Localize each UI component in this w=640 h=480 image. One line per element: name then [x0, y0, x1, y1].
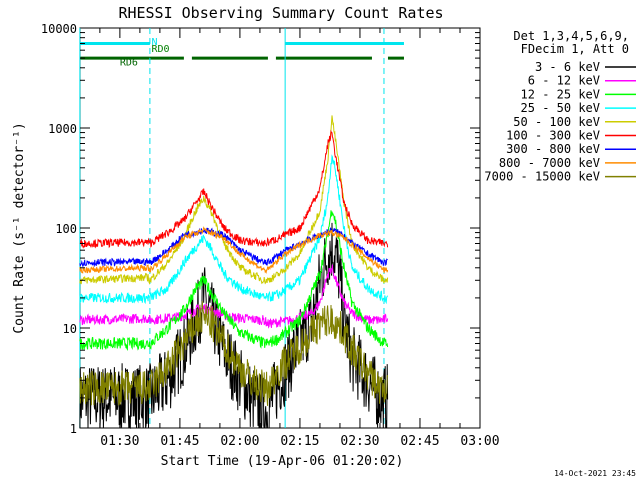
y-tick-label: 1 — [70, 422, 77, 436]
timestamp: 14-Oct-2021 23:45 — [554, 469, 636, 478]
y-axis: 1 10 100 1000 10000 — [41, 22, 480, 436]
y-tick-label: 100 — [55, 222, 77, 236]
legend-label: 800 - 7000 keV — [499, 156, 600, 170]
legend-label: 7000 - 15000 keV — [484, 170, 600, 184]
series-50-100-kev — [79, 115, 389, 285]
vertical-markers — [79, 28, 385, 428]
series-lines — [79, 115, 389, 430]
x-tick-label: 02:00 — [220, 434, 259, 449]
legend-header-line-1: Det 1,3,4,5,6,9, — [513, 29, 629, 43]
y-tick-label: 1000 — [48, 122, 77, 136]
series-100-300-kev — [79, 129, 389, 249]
flag-label: RD0 — [151, 44, 169, 55]
series-6-12-kev — [79, 264, 389, 329]
series-3-6-kev — [79, 222, 389, 430]
legend-label: 50 - 100 keV — [513, 115, 600, 129]
chart-title: RHESSI Observing Summary Count Rates — [118, 4, 443, 22]
legend-label: 25 - 50 keV — [521, 101, 600, 115]
legend-label: 300 - 800 keV — [506, 142, 600, 156]
legend-label: 3 - 6 keV — [535, 60, 600, 74]
y-axis-label: Count Rate (s⁻¹ detector⁻¹) — [12, 122, 27, 333]
x-axis: 01:30 01:45 02:00 02:15 02:30 02:45 03:00 — [99, 28, 500, 449]
flag-label: RD6 — [120, 58, 138, 69]
y-tick-label: 10 — [63, 322, 77, 336]
x-tick-label: 01:45 — [160, 434, 199, 449]
series-800-7000-kev — [79, 226, 389, 274]
legend-label: 6 - 12 keV — [528, 74, 600, 88]
legend: Det 1,3,4,5,6,9, FDecim 1, Att 0 3 - 6 k… — [484, 29, 636, 184]
legend-label: 100 - 300 keV — [506, 129, 600, 143]
x-tick-label: 02:45 — [400, 434, 439, 449]
x-tick-label: 01:30 — [100, 434, 139, 449]
x-tick-label: 03:00 — [460, 434, 499, 449]
x-tick-label: 02:15 — [280, 434, 319, 449]
legend-header-line-2: FDecim 1, Att 0 — [521, 42, 629, 56]
series-7000-15000-kev — [79, 301, 389, 406]
legend-label: 12 - 25 keV — [521, 87, 600, 101]
flag-label: N — [151, 37, 157, 48]
y-tick-label: 10000 — [41, 22, 77, 36]
x-tick-label: 02:30 — [340, 434, 379, 449]
series-12-25-kev — [79, 210, 389, 352]
series-25-50-kev — [79, 154, 389, 305]
x-axis-label: Start Time (19-Apr-06 01:20:02) — [161, 454, 404, 469]
